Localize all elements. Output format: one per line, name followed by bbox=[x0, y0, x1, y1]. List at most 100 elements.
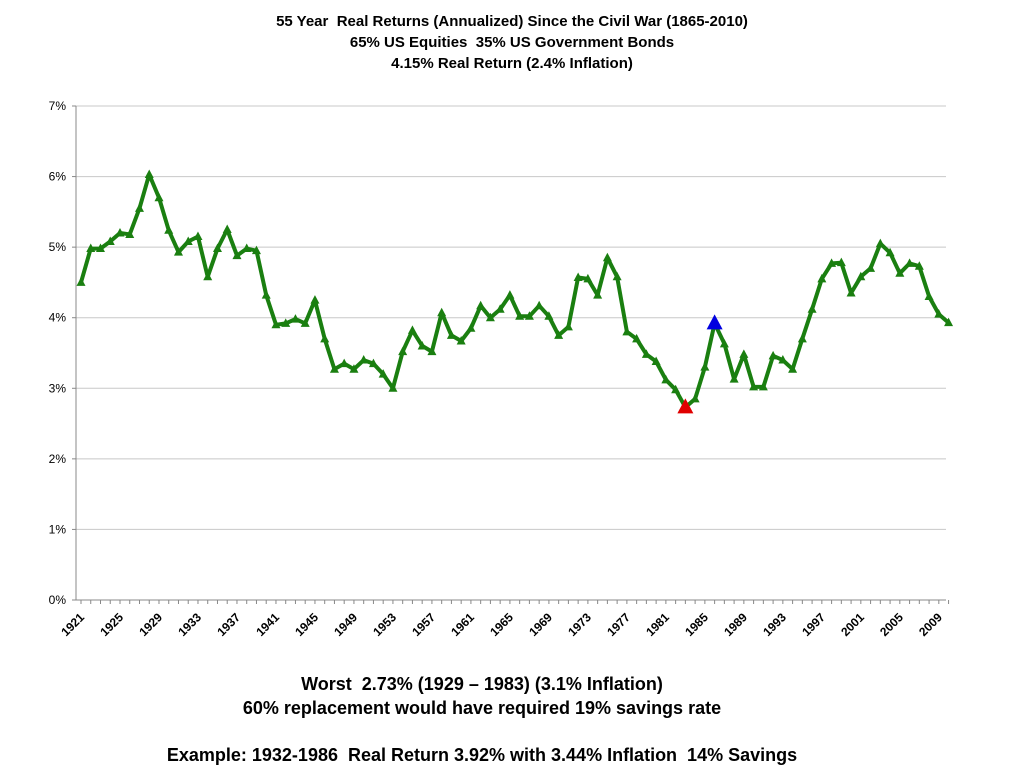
data-point bbox=[466, 323, 476, 332]
data-point bbox=[817, 273, 827, 283]
data-point bbox=[193, 231, 203, 241]
data-point bbox=[846, 288, 856, 297]
data-point bbox=[807, 304, 817, 313]
data-point bbox=[290, 314, 300, 323]
data-point bbox=[612, 271, 622, 281]
x-tick-label: 1993 bbox=[760, 610, 789, 639]
y-tick-label: 6% bbox=[49, 170, 67, 184]
x-tick-label: 1997 bbox=[799, 610, 828, 639]
data-point bbox=[232, 250, 242, 260]
data-point bbox=[251, 245, 261, 255]
data-point bbox=[359, 355, 369, 364]
data-point bbox=[485, 312, 495, 322]
data-point bbox=[300, 318, 310, 327]
data-point bbox=[593, 290, 603, 299]
data-point bbox=[183, 236, 193, 245]
data-point bbox=[885, 247, 895, 257]
title-line-2: 65% US Equities 35% US Government Bonds bbox=[349, 34, 675, 51]
data-point bbox=[690, 393, 700, 403]
data-point bbox=[261, 290, 271, 299]
data-point bbox=[778, 355, 788, 364]
data-point bbox=[320, 333, 330, 343]
data-point bbox=[281, 318, 291, 327]
x-tick-label: 2009 bbox=[916, 610, 945, 639]
data-point bbox=[242, 243, 252, 253]
chart-title: 55 Year Real Returns (Annualized) Since … bbox=[0, 11, 1024, 74]
data-point bbox=[875, 238, 885, 248]
y-tick-label: 5% bbox=[49, 240, 67, 254]
x-tick-label: 1981 bbox=[643, 610, 672, 639]
data-point bbox=[573, 272, 583, 281]
data-point bbox=[86, 243, 96, 253]
x-tick-label: 1989 bbox=[721, 610, 750, 639]
data-point bbox=[339, 358, 349, 368]
data-point bbox=[105, 236, 115, 245]
example-note: Example: 1932-1986 Real Return 3.92% wit… bbox=[166, 745, 798, 765]
data-point bbox=[154, 192, 164, 202]
data-point bbox=[651, 356, 661, 365]
data-point bbox=[164, 225, 174, 234]
data-point bbox=[632, 333, 642, 343]
data-point bbox=[788, 364, 798, 373]
data-point bbox=[914, 261, 924, 270]
axes bbox=[72, 105, 950, 604]
data-point bbox=[495, 304, 505, 313]
data-point bbox=[212, 243, 222, 253]
data-point bbox=[349, 364, 359, 373]
data-point bbox=[827, 258, 837, 267]
data-point bbox=[134, 203, 144, 212]
x-tick-label: 1941 bbox=[253, 610, 282, 639]
data-point bbox=[924, 291, 934, 301]
data-point bbox=[641, 349, 651, 358]
worst-case-note: Worst 2.73% (1929 – 1983) (3.1% Inflatio… bbox=[301, 674, 663, 694]
highlight-marker bbox=[706, 314, 723, 330]
y-tick-label: 1% bbox=[49, 522, 67, 536]
data-point bbox=[378, 369, 388, 378]
data-point bbox=[671, 384, 681, 394]
data-point bbox=[310, 295, 320, 304]
y-tick-label: 2% bbox=[49, 452, 67, 466]
x-tick-label: 1925 bbox=[97, 610, 126, 639]
x-tick-label: 1961 bbox=[448, 610, 477, 639]
data-point bbox=[554, 330, 564, 339]
data-point bbox=[203, 271, 213, 281]
data-point bbox=[144, 169, 154, 178]
title-line-3: 4.15% Real Return (2.4% Inflation) bbox=[391, 55, 633, 72]
data-point bbox=[563, 321, 573, 331]
data-point bbox=[417, 340, 427, 350]
data-point bbox=[768, 350, 778, 360]
data-point bbox=[524, 311, 534, 320]
x-tick-label: 1957 bbox=[409, 610, 438, 639]
data-point bbox=[515, 311, 525, 320]
y-tick-label: 3% bbox=[49, 381, 67, 395]
x-tick-label: 1945 bbox=[292, 610, 321, 639]
data-point bbox=[115, 228, 125, 237]
x-tick-labels: 1921 1925 1929 1933 1937 1941 1945 1949 1953 1957… bbox=[58, 610, 945, 639]
data-point bbox=[866, 263, 876, 272]
data-point bbox=[797, 333, 807, 343]
data-point bbox=[944, 317, 954, 327]
data-point bbox=[700, 362, 710, 371]
x-tick-label: 1985 bbox=[682, 610, 711, 639]
data-point bbox=[427, 346, 437, 356]
x-tick-label: 1933 bbox=[175, 610, 204, 639]
y-tick-label: 0% bbox=[49, 593, 67, 607]
data-point bbox=[173, 247, 183, 256]
x-tick-label: 2001 bbox=[838, 610, 867, 639]
data-point bbox=[905, 258, 915, 267]
data-point bbox=[222, 224, 232, 233]
y-tick-label: 7% bbox=[49, 99, 67, 113]
y-tick-label: 4% bbox=[49, 311, 67, 325]
data-point bbox=[729, 374, 739, 383]
data-point bbox=[398, 346, 408, 356]
x-tick-label: 1921 bbox=[58, 610, 87, 639]
x-tick-label: 1949 bbox=[331, 610, 360, 639]
data-point bbox=[758, 381, 768, 391]
chart-notes: Worst 2.73% (1929 – 1983) (3.1% Inflatio… bbox=[0, 672, 964, 767]
data-point bbox=[368, 358, 378, 368]
x-tick-label: 1973 bbox=[565, 610, 594, 639]
data-point bbox=[476, 300, 486, 310]
data-point bbox=[661, 374, 671, 384]
data-point bbox=[76, 277, 86, 286]
data-point bbox=[534, 300, 544, 310]
